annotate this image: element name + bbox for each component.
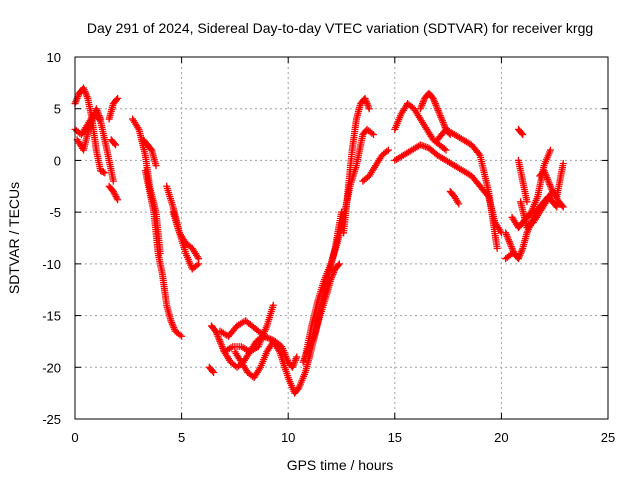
x-tick-label: 20 bbox=[494, 430, 508, 445]
chart-title: Day 291 of 2024, Sidereal Day-to-day VTE… bbox=[87, 20, 593, 36]
data-point bbox=[114, 94, 122, 102]
data-point bbox=[553, 203, 561, 211]
series-sat-04 bbox=[105, 94, 122, 123]
data-point bbox=[147, 145, 155, 153]
data-point bbox=[114, 196, 122, 204]
series-sat-25 bbox=[433, 125, 501, 252]
x-tick-label: 0 bbox=[71, 430, 78, 445]
data-point bbox=[152, 162, 160, 170]
y-axis-label: SDTVAR / TECUs bbox=[6, 182, 22, 294]
data-point bbox=[113, 194, 121, 202]
series-sat-14 bbox=[216, 317, 269, 340]
data-point bbox=[193, 261, 201, 269]
series-sat-24 bbox=[416, 89, 454, 139]
data-point bbox=[334, 261, 342, 269]
data-point bbox=[368, 129, 376, 137]
series-sat-33 bbox=[502, 250, 516, 263]
data-point bbox=[101, 169, 109, 177]
x-tick-label: 5 bbox=[178, 430, 185, 445]
series-sat-26 bbox=[446, 187, 463, 208]
data-point bbox=[518, 129, 526, 137]
data-point bbox=[335, 260, 343, 268]
data-point bbox=[109, 177, 117, 185]
series-sat-08 bbox=[139, 136, 160, 170]
data-point bbox=[455, 200, 463, 208]
data-point bbox=[178, 332, 186, 340]
series-sat-32 bbox=[514, 125, 527, 139]
data-point bbox=[546, 146, 554, 154]
data-point bbox=[112, 141, 120, 149]
y-tick-label: 10 bbox=[47, 50, 61, 65]
data-point bbox=[383, 147, 391, 155]
data-points bbox=[71, 84, 567, 397]
data-point bbox=[210, 368, 218, 376]
series-sat-21 bbox=[359, 146, 392, 185]
series-sat-05 bbox=[105, 182, 122, 204]
series-sat-06 bbox=[107, 136, 120, 149]
x-tick-labels: 0 5 10 15 20 25 bbox=[71, 430, 615, 445]
plot-frame bbox=[74, 56, 609, 420]
x-tick-label: 10 bbox=[281, 430, 295, 445]
data-point bbox=[508, 250, 516, 258]
data-point bbox=[559, 160, 567, 168]
series-sat-28 bbox=[508, 146, 554, 232]
series-sat-11 bbox=[169, 208, 203, 273]
x-tick-label: 15 bbox=[388, 430, 402, 445]
x-tick-label: 25 bbox=[601, 430, 615, 445]
x-axis-label: GPS time / hours bbox=[287, 457, 394, 473]
series-sat-31 bbox=[536, 160, 567, 201]
data-point bbox=[113, 96, 121, 104]
series-sat-12 bbox=[205, 363, 218, 376]
data-point bbox=[99, 168, 107, 176]
data-point bbox=[209, 367, 217, 375]
y-tick-label: -10 bbox=[42, 257, 61, 272]
data-point bbox=[176, 331, 184, 339]
series-sat-09 bbox=[141, 167, 186, 340]
y-tick-labels: -25 -20 -15 -10 -5 0 5 10 bbox=[42, 50, 61, 427]
data-point bbox=[559, 203, 567, 211]
data-point bbox=[269, 301, 277, 309]
y-tick-label: 5 bbox=[54, 102, 61, 117]
series-sat-03 bbox=[73, 105, 105, 154]
y-tick-label: -5 bbox=[49, 205, 61, 220]
series-sat-30 bbox=[514, 156, 531, 206]
data-point bbox=[110, 140, 118, 148]
data-point bbox=[384, 146, 392, 154]
axis-ticks bbox=[74, 56, 609, 420]
data-point bbox=[475, 150, 483, 158]
data-point bbox=[338, 208, 345, 216]
data-point bbox=[293, 353, 301, 361]
series-sat-19 bbox=[312, 208, 345, 325]
data-point bbox=[506, 251, 514, 259]
data-point bbox=[440, 145, 448, 153]
series-sat-15 bbox=[220, 301, 277, 356]
data-point bbox=[97, 115, 105, 123]
data-point bbox=[365, 105, 373, 113]
data-point bbox=[265, 334, 273, 342]
data-point bbox=[369, 131, 377, 139]
y-tick-label: 0 bbox=[54, 153, 61, 168]
data-point bbox=[523, 198, 531, 206]
data-point bbox=[442, 146, 450, 154]
data-point bbox=[493, 244, 501, 252]
data-point bbox=[195, 260, 203, 268]
y-tick-label: -20 bbox=[42, 360, 61, 375]
y-tick-label: -15 bbox=[42, 309, 61, 324]
data-point bbox=[552, 202, 560, 210]
series-sat-18 bbox=[299, 260, 343, 366]
data-point bbox=[558, 202, 566, 210]
series-sat-20 bbox=[340, 94, 373, 237]
data-point bbox=[519, 131, 527, 139]
y-tick-label: -25 bbox=[42, 412, 61, 427]
